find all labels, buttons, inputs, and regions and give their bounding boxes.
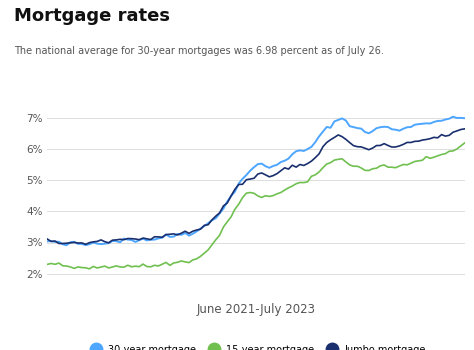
Legend: 30-year mortgage, 15-year mortgage, Jumbo mortgage: 30-year mortgage, 15-year mortgage, Jumb…: [82, 341, 430, 350]
Text: Mortgage rates: Mortgage rates: [14, 7, 170, 25]
Text: June 2021-July 2023: June 2021-July 2023: [196, 303, 316, 316]
Text: The national average for 30-year mortgages was 6.98 percent as of July 26.: The national average for 30-year mortgag…: [14, 46, 384, 56]
